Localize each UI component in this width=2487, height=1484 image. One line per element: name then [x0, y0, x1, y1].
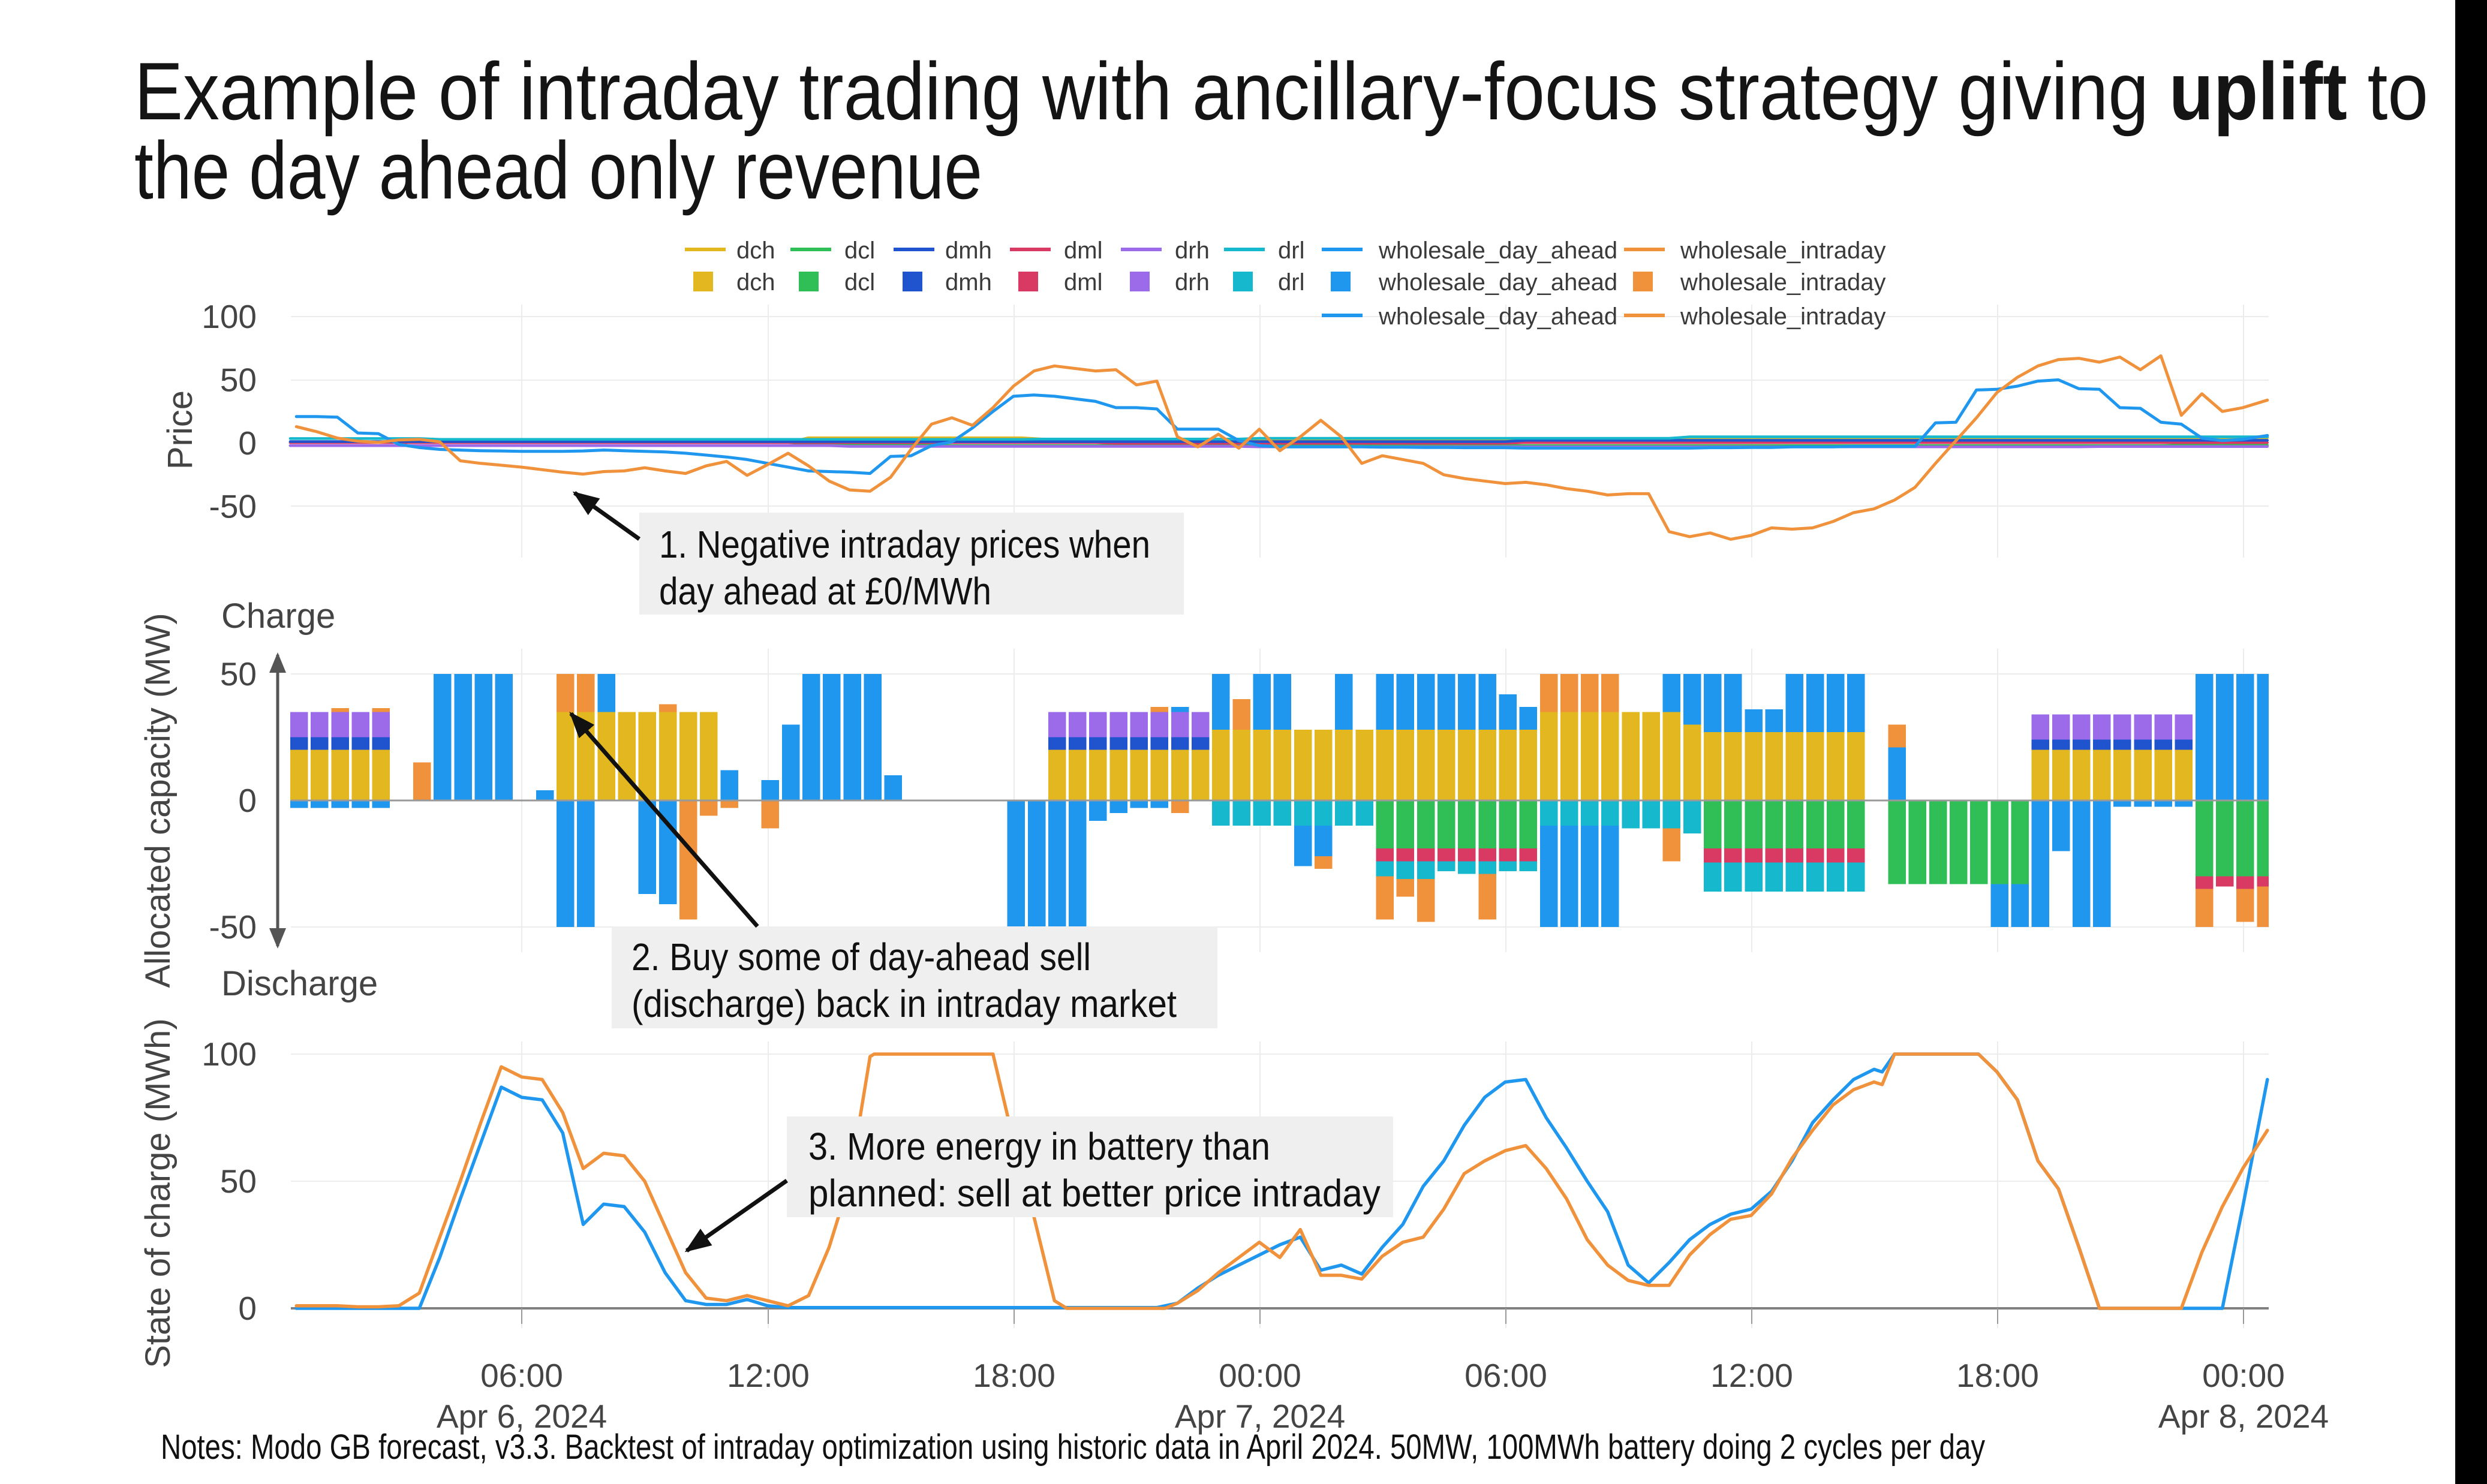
svg-text:dmh: dmh: [945, 237, 992, 264]
svg-text:12:00: 12:00: [1710, 1357, 1793, 1394]
svg-text:00:00: 00:00: [1219, 1357, 1301, 1394]
svg-text:Allocated capacity (MW): Allocated capacity (MW): [139, 613, 178, 988]
svg-text:wholesale_day_ahead: wholesale_day_ahead: [1378, 303, 1617, 330]
svg-text:06:00: 06:00: [480, 1357, 563, 1394]
svg-text:100: 100: [202, 1036, 257, 1073]
svg-text:dcl: dcl: [844, 237, 875, 264]
svg-text:18:00: 18:00: [1956, 1357, 2039, 1394]
svg-text:dml: dml: [1064, 269, 1102, 296]
svg-text:Apr 6, 2024: Apr 6, 2024: [437, 1398, 607, 1435]
svg-text:drh: drh: [1175, 269, 1210, 296]
svg-text:wholesale_intraday: wholesale_intraday: [1680, 269, 1885, 296]
svg-text:Notes: Modo GB forecast, v3.3.: Notes: Modo GB forecast, v3.3. Backtest …: [161, 1428, 1985, 1467]
svg-text:3. More energy in battery than: 3. More energy in battery than: [808, 1125, 1270, 1168]
svg-text:wholesale_day_ahead: wholesale_day_ahead: [1378, 269, 1617, 296]
svg-text:100: 100: [202, 298, 257, 335]
svg-text:wholesale_day_ahead: wholesale_day_ahead: [1378, 237, 1617, 264]
svg-text:drh: drh: [1175, 237, 1210, 264]
svg-text:State of charge (MWh): State of charge (MWh): [139, 1018, 178, 1368]
svg-text:-50: -50: [209, 908, 257, 946]
svg-text:day ahead at £0/MWh: day ahead at £0/MWh: [659, 570, 991, 613]
svg-text:drl: drl: [1278, 269, 1304, 296]
svg-text:planned: sell at better price: planned: sell at better price intraday: [808, 1172, 1381, 1215]
svg-text:0: 0: [238, 782, 257, 819]
svg-text:(discharge) back in intraday m: (discharge) back in intraday market: [631, 982, 1177, 1025]
svg-text:18:00: 18:00: [973, 1357, 1055, 1394]
svg-text:dcl: dcl: [844, 269, 875, 296]
svg-text:0: 0: [238, 1290, 257, 1327]
svg-text:50: 50: [220, 655, 257, 693]
svg-text:50: 50: [220, 1163, 257, 1200]
svg-text:wholesale_intraday: wholesale_intraday: [1680, 303, 1885, 330]
svg-text:-50: -50: [209, 488, 257, 525]
svg-text:00:00: 00:00: [2202, 1357, 2285, 1394]
svg-text:dch: dch: [736, 269, 775, 296]
svg-text:Discharge: Discharge: [221, 964, 378, 1003]
svg-text:Apr 8, 2024: Apr 8, 2024: [2158, 1398, 2329, 1435]
svg-text:06:00: 06:00: [1464, 1357, 1547, 1394]
svg-text:12:00: 12:00: [727, 1357, 810, 1394]
svg-text:dml: dml: [1064, 237, 1102, 264]
svg-text:0: 0: [238, 425, 257, 462]
svg-text:wholesale_intraday: wholesale_intraday: [1680, 237, 1885, 264]
svg-text:50: 50: [220, 362, 257, 399]
svg-text:Example of intraday trading wi: Example of intraday trading with ancilla…: [134, 46, 2428, 137]
svg-text:1. Negative intraday prices wh: 1. Negative intraday prices when: [659, 523, 1150, 566]
svg-text:drl: drl: [1278, 237, 1304, 264]
svg-text:2. Buy some of day-ahead sell: 2. Buy some of day-ahead sell: [631, 935, 1091, 979]
svg-text:the day ahead only revenue: the day ahead only revenue: [134, 125, 982, 216]
svg-text:dch: dch: [736, 237, 775, 264]
svg-text:Charge: Charge: [221, 597, 335, 636]
svg-text:Price: Price: [161, 390, 200, 469]
svg-text:Apr 7, 2024: Apr 7, 2024: [1175, 1398, 1345, 1435]
svg-text:dmh: dmh: [945, 269, 992, 296]
